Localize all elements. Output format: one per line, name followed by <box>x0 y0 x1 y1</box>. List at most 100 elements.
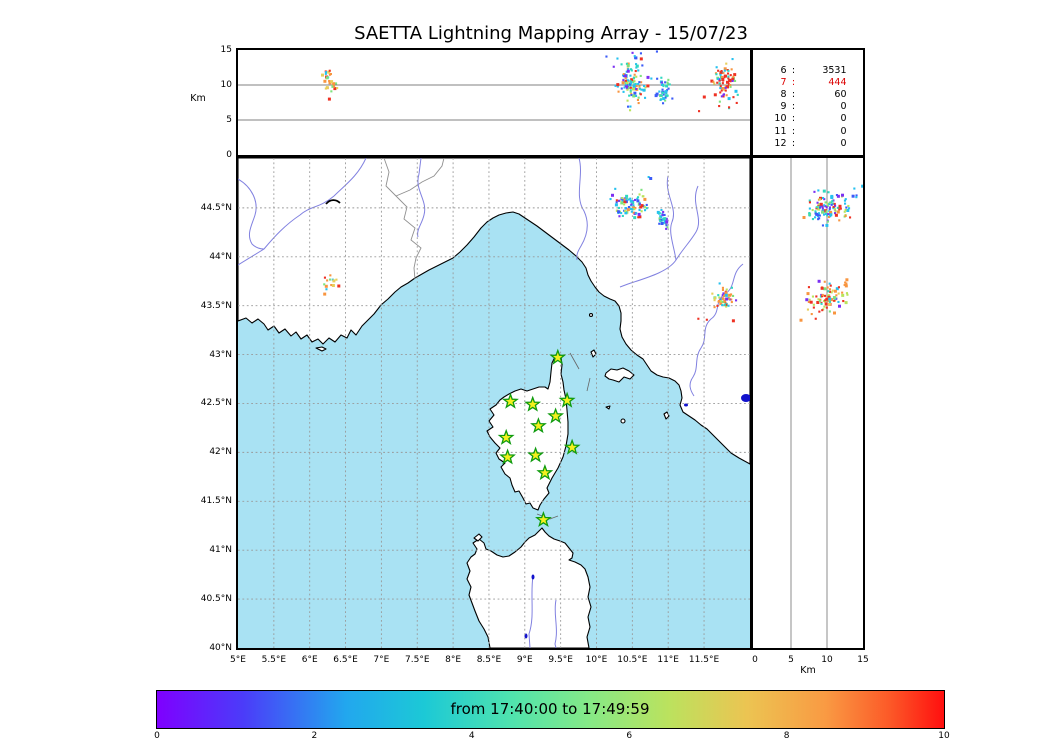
longitude-tick-label: 11°E <box>657 655 679 665</box>
longitude-tick-label: 6°E <box>301 655 318 665</box>
colorbar-tick-label: 2 <box>311 731 318 741</box>
altitude-longitude-plot <box>237 50 750 120</box>
maritime-lines-layer <box>536 352 590 519</box>
lake-small <box>524 633 527 638</box>
km-tick-label: 0 <box>752 655 758 665</box>
lake-serre-poncon <box>324 198 341 205</box>
longitude-tick-label: 8°E <box>445 655 462 665</box>
longitude-tick-label: 7°E <box>373 655 390 665</box>
longitude-tick-label: 10°E <box>585 655 608 665</box>
station-star <box>497 428 515 445</box>
island-pianosa <box>604 404 611 410</box>
altitude-latitude-panel <box>750 155 865 650</box>
page-title: SAETTA Lightning Mapping Array - 15/07/2… <box>354 23 748 44</box>
station-star <box>501 392 519 409</box>
altitude-axis-label: Km <box>190 93 206 104</box>
lakes-layer <box>324 198 750 638</box>
river <box>237 157 366 265</box>
island-elba <box>603 366 635 383</box>
altitude-tick-label: 5 <box>226 115 232 125</box>
map-lightning-points-layer <box>322 175 737 322</box>
station-count-row: 12: 0 <box>761 138 863 150</box>
map-gridlines-layer <box>237 157 750 648</box>
longitude-tick-label: 10.5°E <box>617 655 648 665</box>
river <box>666 175 676 260</box>
latitude-tick-label: 43°N <box>209 349 232 360</box>
country-borders-layer <box>383 157 444 279</box>
station-number: 8 <box>780 88 787 100</box>
station-star <box>558 391 576 408</box>
altitude-tick-label: 10 <box>220 80 232 90</box>
station-number: 10 <box>774 113 787 125</box>
colorbar-tick-label: 10 <box>938 731 950 741</box>
altitude-latitude-plot <box>790 157 863 648</box>
altitude-tick-label: 0 <box>226 150 232 160</box>
colon: : <box>791 137 796 149</box>
station-star <box>546 406 564 423</box>
coastline-mainland <box>237 157 750 465</box>
river <box>575 157 588 260</box>
island-montecristo <box>619 417 626 424</box>
station-counts-panel: 6: 3531 7: 444 8: 60 9: 0 10: 0 11: 0 12: 0 <box>750 47 865 157</box>
station-star <box>498 447 516 464</box>
lake-small <box>531 574 534 579</box>
source-count: 0 <box>840 125 847 137</box>
river <box>237 178 264 249</box>
map-plot <box>237 157 750 648</box>
latitude-tick-label: 42.5°N <box>200 398 232 409</box>
km-axis-label: Km <box>800 665 816 676</box>
longitude-tick-label: 9°E <box>516 655 533 665</box>
longitude-tick-label: 5°E <box>230 655 246 665</box>
island-porquerolles <box>314 345 327 352</box>
station-number: 6 <box>780 64 787 76</box>
station-star <box>523 395 541 412</box>
km-tick-label: 5 <box>788 655 794 665</box>
time-colorbar: from 17:40:00 to 17:49:59 <box>155 689 945 729</box>
maritime-line <box>536 513 558 519</box>
island-gorgona <box>588 312 593 317</box>
longitude-tick-label: 5.5°E <box>261 655 287 665</box>
colon: : <box>791 125 796 137</box>
longitude-tick-label: 11.5°E <box>688 655 720 665</box>
station-star <box>529 416 547 433</box>
latitude-tick-label: 41°N <box>209 545 232 556</box>
station-count-row: 11: 0 <box>761 126 863 138</box>
source-count: 0 <box>840 101 847 113</box>
colorbar-tick-label: 6 <box>626 731 633 741</box>
latitude-tick-label: 44°N <box>209 251 232 262</box>
station-star <box>526 445 544 463</box>
station-count-row: 6: 3531 <box>761 65 863 77</box>
map-panel <box>235 155 752 650</box>
colon: : <box>791 64 796 76</box>
border-branch <box>395 157 444 196</box>
maritime-line <box>569 352 579 369</box>
colorbar-tick-label: 4 <box>468 731 475 741</box>
latitude-tick-label: 42°N <box>209 447 232 458</box>
latitude-tick-label: 40.5°N <box>200 594 232 605</box>
station-count-row: 10: 0 <box>761 113 863 125</box>
colorbar-tick-label: 8 <box>783 731 790 741</box>
km-tick-label: 10 <box>821 655 833 665</box>
river <box>416 157 425 237</box>
station-star <box>534 510 552 527</box>
river-arno <box>619 185 699 287</box>
longitude-tick-label: 7.5°E <box>405 655 430 665</box>
station-number: 9 <box>780 101 787 113</box>
lake-bolsena <box>740 393 750 402</box>
altitude-longitude-panel <box>235 47 752 157</box>
source-count: 0 <box>840 113 847 125</box>
longitude-tick-label: 8.5°E <box>476 655 502 665</box>
station-star <box>563 438 581 455</box>
colon: : <box>791 88 796 100</box>
lagoon-orbetello <box>683 403 688 406</box>
latitude-tick-label: 44.5°N <box>200 202 232 213</box>
longitude-tick-label: 6.5°E <box>333 655 358 665</box>
island-capraia <box>589 348 597 358</box>
station-stars-layer <box>497 348 581 527</box>
station-counts-list: 6: 3531 7: 444 8: 60 9: 0 10: 0 11: 0 12: 0 <box>753 50 863 150</box>
top-lightning-points-layer <box>320 50 739 112</box>
latitude-tick-label: 40°N <box>209 642 232 653</box>
source-count: 0 <box>840 137 847 149</box>
colon: : <box>791 76 796 88</box>
